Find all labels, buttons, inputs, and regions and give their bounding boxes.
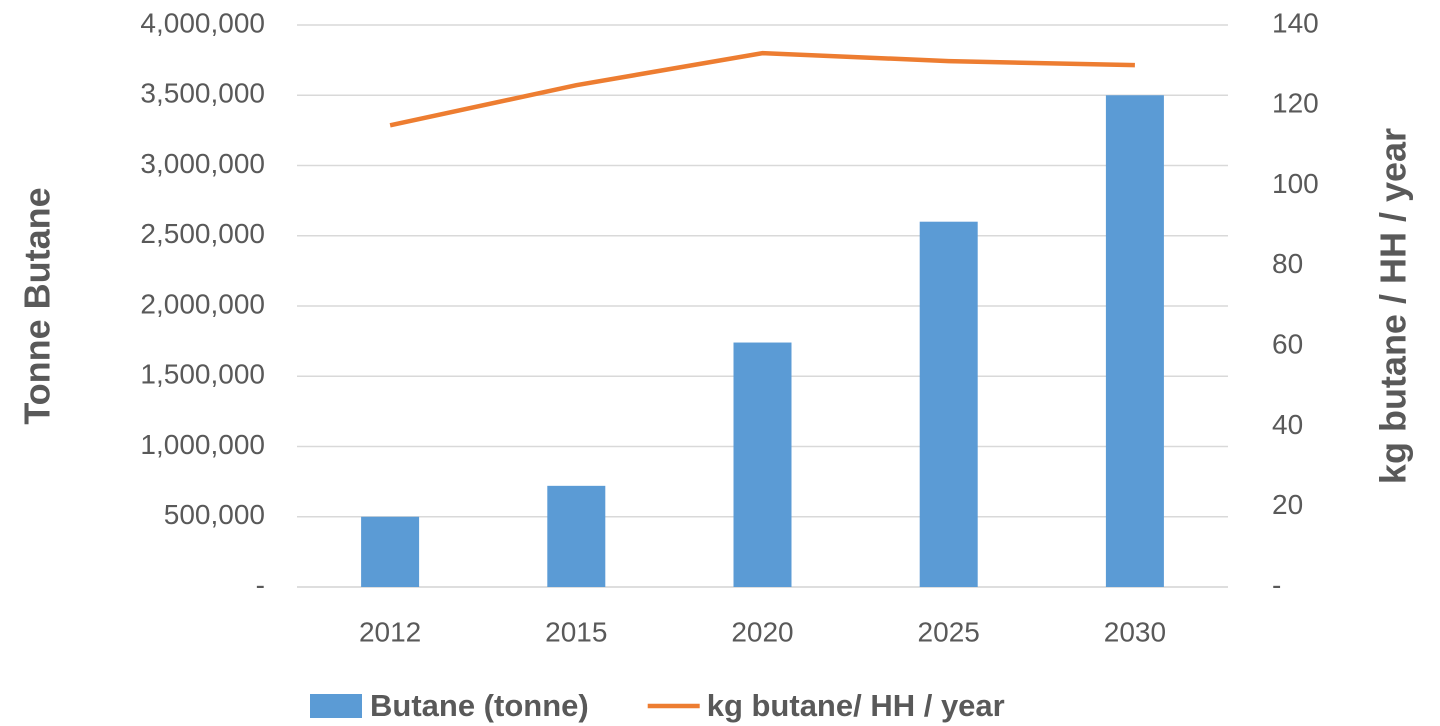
y-tick-label: 3,000,000 xyxy=(140,148,265,179)
x-tick-label: 2020 xyxy=(731,616,793,647)
y-tick-label: 3,500,000 xyxy=(140,78,265,109)
y-axis-title: Tonne Butane xyxy=(17,187,58,424)
bar xyxy=(733,342,792,587)
bar xyxy=(547,485,606,587)
y-tick-label: 1,500,000 xyxy=(140,359,265,390)
y2-tick-label: 100 xyxy=(1272,168,1319,199)
y2-tick-label: 120 xyxy=(1272,88,1319,119)
y2-axis-title: kg butane / HH / year xyxy=(1373,128,1414,484)
y2-tick-label: 20 xyxy=(1272,489,1303,520)
bar xyxy=(919,221,978,587)
legend-label: kg butane/ HH / year xyxy=(707,688,1005,723)
y2-tick-label: 140 xyxy=(1272,7,1319,38)
y-tick-label: 500,000 xyxy=(164,499,265,530)
y2-tick-label: 60 xyxy=(1272,329,1303,360)
x-tick-label: 2015 xyxy=(545,616,607,647)
y-tick-label: 2,000,000 xyxy=(140,288,265,319)
bar xyxy=(361,516,420,587)
x-tick-label: 2012 xyxy=(359,616,421,647)
y2-tick-label: 80 xyxy=(1272,248,1303,279)
y2-tick-label: - xyxy=(1272,569,1281,600)
y-tick-label: 1,000,000 xyxy=(140,429,265,460)
line xyxy=(389,50,1135,128)
y-tick-label: 4,000,000 xyxy=(140,7,265,38)
y-tick-label: 2,500,000 xyxy=(140,218,265,249)
y2-tick-label: 40 xyxy=(1272,409,1303,440)
bar xyxy=(1105,95,1164,587)
legend-label: Butane (tonne) xyxy=(370,688,589,723)
y-tick-label: - xyxy=(256,569,265,600)
legend-swatch xyxy=(310,694,362,718)
x-tick-label: 2030 xyxy=(1104,616,1166,647)
x-tick-label: 2025 xyxy=(918,616,980,647)
